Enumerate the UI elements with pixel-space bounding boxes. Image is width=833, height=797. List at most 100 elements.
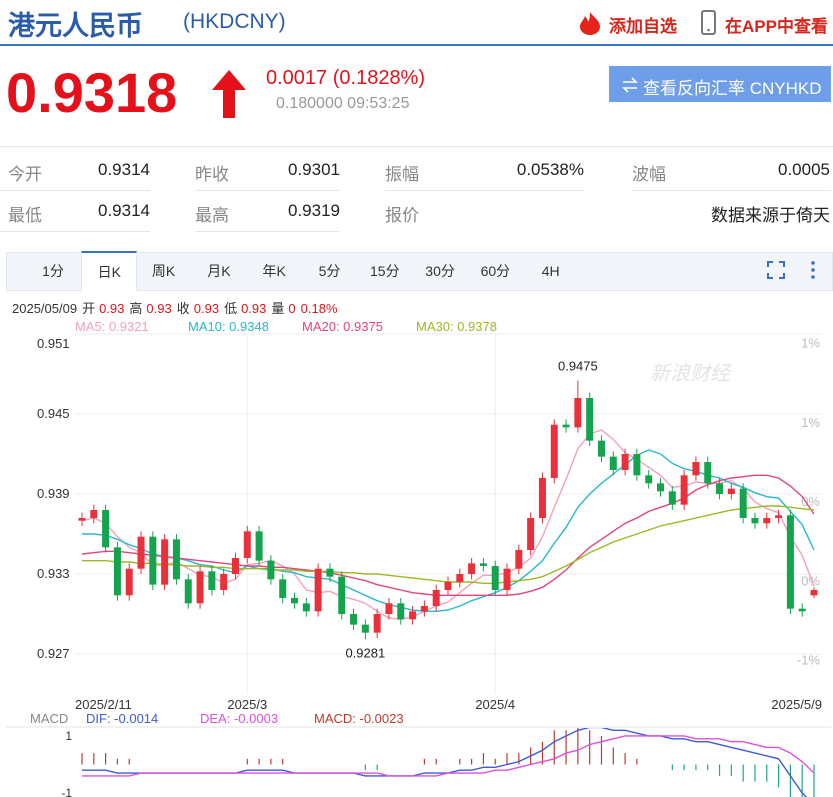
open-app[interactable]: 在APP中查看 — [725, 17, 828, 36]
stat-value: 0.0005 — [778, 160, 830, 179]
y-tick-label: -1 — [61, 786, 72, 797]
candle-body — [597, 440, 605, 457]
candle-body — [125, 568, 133, 596]
candle-body — [184, 579, 192, 604]
candle-body — [397, 603, 405, 620]
candle-body — [432, 590, 440, 606]
stat-label: 报价 — [385, 206, 419, 225]
y-tick-label: 0.933 — [37, 566, 70, 581]
stat-value: 0.9301 — [288, 160, 340, 179]
legend-entry: MA10: 0.9348 — [188, 319, 269, 334]
candle-body — [810, 590, 818, 596]
candle-body — [444, 582, 452, 590]
info-pct: 0.18% — [300, 301, 338, 316]
candle-body — [279, 579, 287, 598]
y-tick-label: 0.951 — [37, 336, 70, 351]
candle-body — [550, 424, 558, 478]
stat-label: 最高 — [195, 206, 229, 225]
legend-entry: MA5: 0.9321 — [75, 319, 149, 334]
macd-plot — [81, 728, 815, 797]
candle-body — [326, 568, 334, 577]
code: (HKDCNY) — [183, 10, 286, 33]
candle-body — [102, 510, 110, 548]
tab[interactable]: 4H — [541, 263, 560, 279]
macd-line — [82, 735, 815, 777]
candle-body — [255, 531, 263, 561]
x-tick-label: 2025/2/11 — [75, 697, 132, 712]
tab[interactable]: 5分 — [318, 263, 341, 279]
y-tick-label: 1 — [65, 729, 72, 743]
candle-body — [291, 598, 299, 604]
info-label: 开 — [82, 301, 96, 316]
candle-body — [409, 611, 417, 620]
candle-body — [680, 475, 688, 505]
tab[interactable]: 年K — [262, 263, 286, 279]
stat-value: 数据来源于倚天 — [711, 206, 830, 225]
price: 0.9318 — [6, 61, 178, 124]
toolbar-icons[interactable] — [766, 260, 826, 282]
candle-body — [220, 574, 228, 590]
candle-body — [739, 488, 747, 518]
candle-body — [751, 518, 759, 524]
row-line — [195, 231, 340, 232]
stat-value: 0.0538% — [516, 160, 584, 179]
reverse-button[interactable]: 查看反向汇率 CNYHKD — [609, 66, 831, 102]
tab[interactable]: 60分 — [480, 263, 511, 279]
candle-body — [468, 563, 476, 574]
candle-body — [786, 515, 794, 609]
candle-body — [763, 518, 771, 524]
candle-body — [503, 568, 511, 590]
candle-body — [361, 624, 369, 633]
candle-body — [621, 454, 629, 470]
stat-label: 昨收 — [195, 165, 229, 184]
stat-label: 振幅 — [385, 165, 419, 184]
candle-body — [645, 475, 653, 484]
x-tick-label: 2025/3 — [227, 697, 267, 712]
add-watchlist[interactable]: 添加自选 — [609, 17, 677, 36]
header-line — [0, 44, 833, 46]
phone-icon — [701, 10, 716, 35]
swap-icon — [622, 77, 638, 93]
watermark: 新浪财经 — [650, 363, 732, 385]
candle-body — [574, 398, 582, 428]
tab[interactable]: 15分 — [370, 263, 400, 279]
row-line — [385, 190, 584, 191]
stat-label: 最低 — [8, 206, 42, 225]
info-value: 0.93 — [146, 301, 172, 316]
tab[interactable]: 1分 — [42, 263, 64, 279]
divider — [0, 146, 833, 147]
tab[interactable]: 周K — [151, 263, 176, 279]
macd-label: MACD — [30, 711, 68, 726]
info-date: 2025/05/09 — [12, 301, 78, 316]
row-line — [632, 190, 831, 191]
macd-line — [82, 728, 808, 797]
candle-body — [78, 518, 86, 521]
annotation: 0.9475 — [558, 359, 598, 374]
candle-body — [90, 510, 98, 518]
info-value: 0 — [288, 301, 296, 316]
title: 港元人民币 — [8, 11, 143, 41]
candle-body — [149, 536, 157, 585]
candle-body — [657, 483, 665, 492]
legend-entry: DEA: -0.0003 — [200, 711, 278, 726]
x-tick-label: 2025/5/9 — [771, 697, 822, 712]
info-value: 0.93 — [193, 301, 220, 316]
candle-body — [267, 560, 275, 580]
tab[interactable]: 30分 — [425, 263, 455, 279]
stat-label: 今开 — [8, 165, 42, 184]
candle-body — [668, 491, 676, 505]
candle-body — [538, 478, 546, 518]
legend-entry: MA20: 0.9375 — [302, 319, 383, 334]
candle-body — [775, 515, 783, 518]
candle-body — [562, 424, 570, 428]
candle-body — [491, 566, 499, 590]
tab[interactable]: 日K — [81, 251, 138, 291]
candle-body — [479, 563, 487, 566]
candle-body — [385, 603, 393, 614]
tab[interactable]: 月K — [207, 263, 231, 279]
y2-tick-label: 0% — [801, 494, 820, 509]
info-value: 0.93 — [99, 301, 125, 316]
candle-body — [161, 539, 169, 585]
row-line — [0, 190, 150, 191]
